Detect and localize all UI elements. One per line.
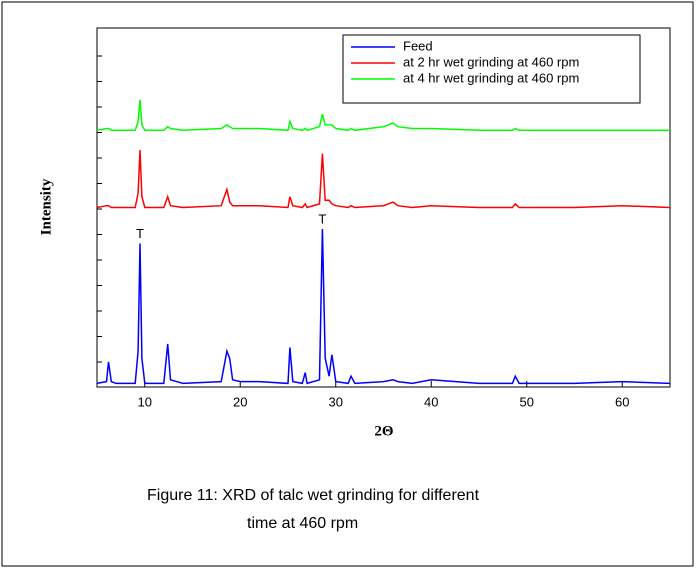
x-tick-label: 40 (424, 394, 438, 409)
annotation: T (318, 211, 326, 226)
legend-label: at 2 hr wet grinding at 460 rpm (403, 54, 579, 69)
legend-label: Feed (403, 38, 433, 53)
x-tick-label: 20 (233, 394, 247, 409)
x-tick-label: 60 (615, 394, 629, 409)
annotation: T (136, 226, 144, 241)
data-line (96, 228, 671, 385)
x-tick-label: 50 (520, 394, 534, 409)
x-axis-label: 2Θ (374, 423, 393, 439)
data-line (96, 150, 671, 209)
x-tick-label: 10 (138, 394, 152, 409)
x-tick-label: 30 (329, 394, 343, 409)
y-axis-label: Intensity (38, 178, 54, 235)
caption: time at 460 rpm (247, 515, 358, 532)
caption: Figure 11: XRD of talc wet grinding for … (147, 487, 480, 504)
data-line (96, 99, 670, 132)
legend-label: at 4 hr wet grinding at 460 rpm (403, 70, 579, 85)
